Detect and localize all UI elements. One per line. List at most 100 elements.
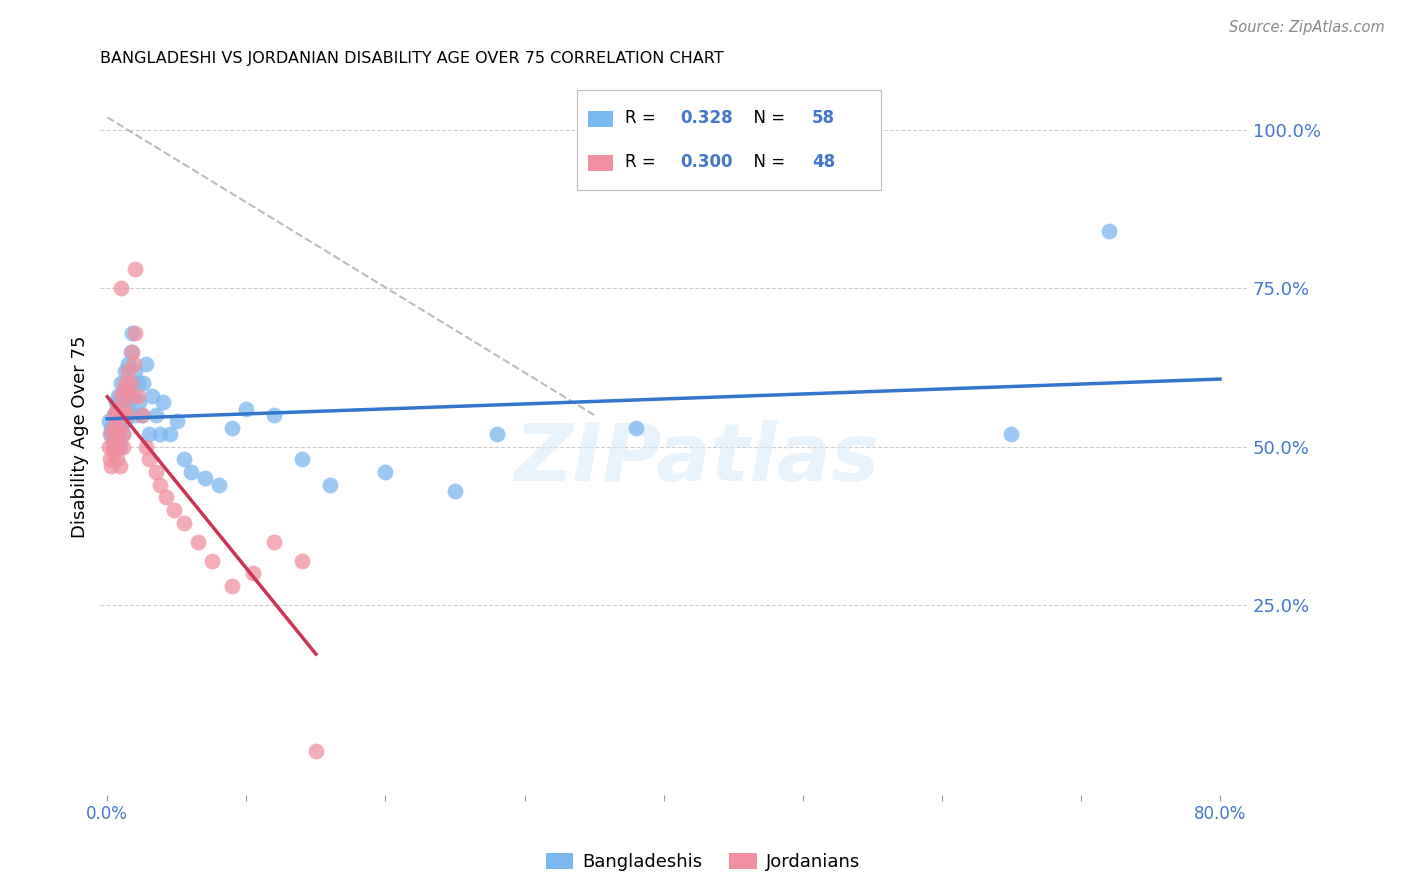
Point xyxy=(107,434,129,448)
Point xyxy=(117,401,139,416)
Point xyxy=(444,483,467,498)
Point xyxy=(221,420,243,434)
Point xyxy=(107,440,129,454)
Point xyxy=(114,376,136,391)
Point xyxy=(111,427,134,442)
Point xyxy=(108,458,131,473)
Point xyxy=(201,554,224,568)
Point xyxy=(173,452,195,467)
Point xyxy=(124,364,146,378)
Point xyxy=(100,427,122,442)
Point xyxy=(141,389,163,403)
Point xyxy=(110,281,132,295)
Text: N =: N = xyxy=(742,109,790,128)
Point xyxy=(1000,427,1022,442)
Point xyxy=(207,477,229,491)
Point xyxy=(121,326,143,340)
Point xyxy=(115,408,138,422)
Point xyxy=(105,401,128,416)
Point xyxy=(110,376,132,391)
Point xyxy=(104,434,127,448)
Text: 58: 58 xyxy=(811,109,835,128)
Y-axis label: Disability Age Over 75: Disability Age Over 75 xyxy=(72,336,89,539)
Point xyxy=(145,465,167,479)
Point xyxy=(194,471,217,485)
Point xyxy=(485,427,508,442)
Point xyxy=(107,427,129,442)
Point xyxy=(124,326,146,340)
Point xyxy=(138,427,160,442)
Point xyxy=(105,401,128,416)
Point xyxy=(138,452,160,467)
Point xyxy=(120,376,142,391)
Point xyxy=(112,383,135,397)
Point xyxy=(97,414,120,428)
Point xyxy=(98,452,121,467)
Text: BANGLADESHI VS JORDANIAN DISABILITY AGE OVER 75 CORRELATION CHART: BANGLADESHI VS JORDANIAN DISABILITY AGE … xyxy=(100,51,724,66)
Point xyxy=(111,408,134,422)
Point xyxy=(132,376,155,391)
Point xyxy=(122,357,145,371)
Point xyxy=(145,408,167,422)
Point xyxy=(127,376,149,391)
Point xyxy=(112,401,135,416)
Point xyxy=(173,516,195,530)
Point xyxy=(112,383,135,397)
Point xyxy=(128,395,150,409)
Point xyxy=(221,579,243,593)
Point xyxy=(108,440,131,454)
Point xyxy=(118,376,141,391)
Point xyxy=(163,503,186,517)
Point xyxy=(118,389,141,403)
FancyBboxPatch shape xyxy=(576,90,880,190)
Point xyxy=(114,364,136,378)
Point xyxy=(104,395,127,409)
Point xyxy=(124,262,146,277)
Text: 48: 48 xyxy=(811,153,835,171)
Point xyxy=(291,554,314,568)
Point xyxy=(111,427,134,442)
Point xyxy=(104,414,127,428)
Point xyxy=(187,534,209,549)
Point xyxy=(103,408,125,422)
Point xyxy=(319,477,342,491)
Point xyxy=(114,414,136,428)
Point xyxy=(103,408,125,422)
Point xyxy=(166,414,188,428)
Point xyxy=(263,408,285,422)
Point xyxy=(117,364,139,378)
Point xyxy=(135,440,157,454)
Point xyxy=(101,434,124,448)
Text: Source: ZipAtlas.com: Source: ZipAtlas.com xyxy=(1229,20,1385,35)
Text: ZIPatlas: ZIPatlas xyxy=(515,419,880,498)
Point xyxy=(291,452,314,467)
Text: 0.300: 0.300 xyxy=(681,153,733,171)
Point xyxy=(149,477,172,491)
Text: R =: R = xyxy=(624,109,661,128)
Point xyxy=(149,427,172,442)
Point xyxy=(103,446,125,460)
Text: 0.328: 0.328 xyxy=(681,109,733,128)
Point xyxy=(120,344,142,359)
Point xyxy=(242,566,264,581)
Point xyxy=(105,452,128,467)
Point xyxy=(115,389,138,403)
Point xyxy=(131,408,153,422)
Point xyxy=(152,395,174,409)
Point xyxy=(124,408,146,422)
Point xyxy=(110,408,132,422)
Point xyxy=(235,401,257,416)
Point xyxy=(127,389,149,403)
Point xyxy=(374,465,396,479)
Point xyxy=(112,395,135,409)
Point xyxy=(98,427,121,442)
Point xyxy=(108,420,131,434)
Point xyxy=(108,414,131,428)
Point xyxy=(159,427,181,442)
Point xyxy=(122,389,145,403)
Point xyxy=(101,440,124,454)
Point xyxy=(263,534,285,549)
Legend: Bangladeshis, Jordanians: Bangladeshis, Jordanians xyxy=(538,846,868,879)
Text: R =: R = xyxy=(624,153,661,171)
Point xyxy=(305,744,328,758)
